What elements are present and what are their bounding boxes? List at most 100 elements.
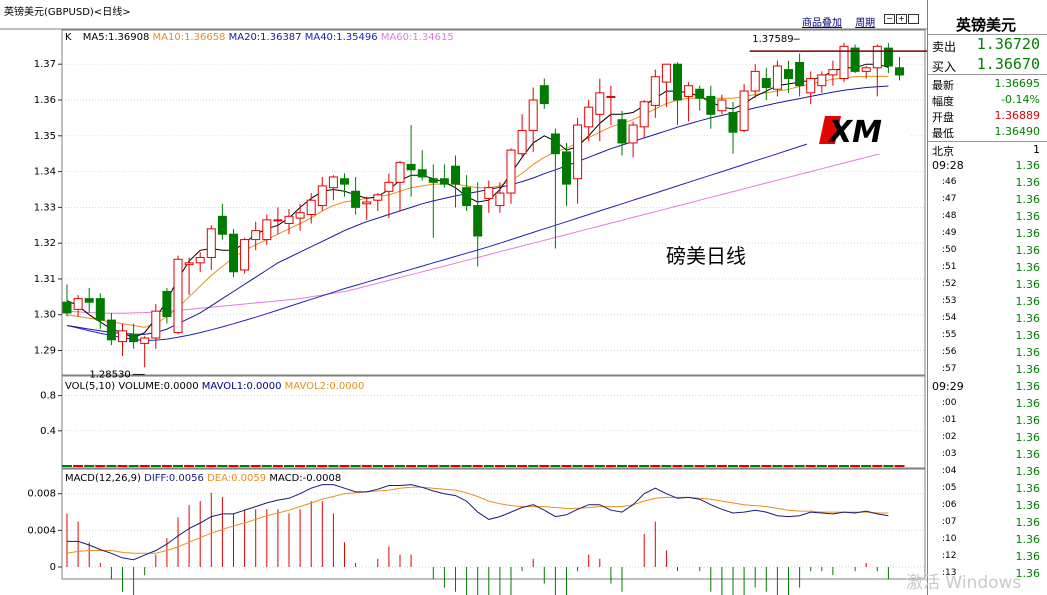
tick-time: :53	[942, 296, 957, 306]
open-label: 开盘	[932, 111, 954, 124]
candle-down	[84, 298, 94, 303]
layout-icon[interactable]	[908, 14, 919, 24]
low-marker-label: 1.28530	[89, 369, 130, 380]
tick-time: :57	[942, 364, 957, 374]
candle-up	[650, 76, 660, 106]
vol-bar	[705, 465, 716, 467]
candle-up	[151, 310, 161, 339]
vol-bar	[506, 465, 516, 467]
candle-down	[784, 69, 793, 80]
candle-up	[584, 106, 594, 128]
vol-bar	[383, 465, 394, 467]
chart-toolbar: 商品叠加 周期	[792, 14, 875, 29]
vol-bar	[716, 465, 727, 467]
windows-watermark: 激活 Windows	[906, 573, 1022, 593]
candle-up	[739, 90, 749, 131]
tick-time: :06	[942, 500, 957, 510]
vol-bar	[472, 465, 483, 467]
vol-bar	[84, 465, 95, 467]
candle-down	[62, 301, 72, 314]
vol-bar	[694, 465, 705, 467]
tick-price: 1.36	[1015, 295, 1041, 308]
vol-bar	[206, 465, 217, 467]
tick-time: :04	[942, 466, 957, 476]
candle-up	[118, 330, 127, 343]
candle-up	[772, 65, 782, 90]
vol-bar	[772, 465, 783, 467]
xm-logo-text: XM	[827, 115, 882, 150]
tick-row: :56 1.36	[930, 345, 1044, 362]
tick-row: 09:28 1.36	[930, 158, 1044, 175]
candle-down	[562, 151, 571, 185]
tick-time: :12	[942, 551, 957, 561]
candle-up	[395, 162, 405, 183]
candle-down	[728, 112, 738, 133]
price-tick-label: 1.33	[34, 202, 56, 213]
vol-bar	[550, 465, 561, 467]
overlay-button[interactable]: 商品叠加	[802, 18, 842, 29]
zoom-in-icon[interactable]: +	[896, 14, 907, 24]
tick-price: 1.36	[1015, 329, 1041, 342]
tick-price: 1.36	[1015, 312, 1041, 325]
tick-price: 1.36	[1015, 176, 1041, 189]
vol-bar	[672, 465, 683, 467]
candle-up	[206, 228, 216, 258]
low-label: 最低	[932, 127, 954, 140]
tick-row: :55 1.36	[930, 328, 1044, 345]
candle-up	[750, 70, 760, 92]
tick-price: 1.36	[1015, 193, 1041, 206]
vol-tick-label: 0.4	[40, 426, 56, 437]
zoom-out-icon[interactable]: −	[884, 14, 895, 24]
legend-macd: MACD:-0.0008	[269, 473, 342, 484]
vol-bar	[295, 465, 306, 467]
vol-bar	[306, 465, 317, 467]
candle-down	[162, 290, 172, 318]
vol-bar	[173, 465, 183, 467]
vol-bar	[428, 465, 439, 467]
candle-up	[506, 149, 516, 194]
vol-bar	[62, 465, 72, 467]
vol-bar	[261, 465, 272, 467]
candle-down	[695, 88, 705, 99]
kline-chart[interactable]: 1.29 1.30 1.31 1.32 1.33 1.34 1.35 1.36 1.37 1.28…	[0, 0, 927, 595]
chart-annotation: 磅美日线	[666, 244, 746, 268]
candle-up	[362, 201, 372, 205]
vol-bar	[561, 465, 572, 467]
candle-up	[306, 199, 316, 216]
candle-down	[617, 119, 627, 144]
legend-ma40: MA40:1.35496	[304, 32, 378, 43]
candle-up	[573, 124, 583, 180]
vol-bar	[372, 465, 383, 467]
period-button[interactable]: 周期	[855, 18, 876, 29]
legend-ma20: MA20:1.36387	[228, 32, 302, 43]
candle-up	[684, 85, 694, 97]
candle-up	[872, 45, 882, 69]
tick-row: :04 1.36	[930, 464, 1044, 481]
vol-bar	[583, 465, 594, 467]
tick-time: :07	[942, 517, 957, 527]
vol-bar	[539, 465, 550, 467]
candle-down	[539, 85, 549, 105]
vol-bar	[572, 465, 583, 467]
vol-bar	[494, 465, 505, 467]
tick-time: :01	[942, 415, 957, 425]
open-row: 开盘 1.36889	[930, 108, 1044, 125]
tick-row: :54 1.36	[930, 311, 1044, 328]
tick-time: :46	[942, 177, 957, 187]
tick-time: :54	[942, 313, 957, 323]
candle-down	[417, 169, 427, 178]
candle-up	[317, 185, 327, 207]
macd-tick-label: 0.004	[27, 525, 56, 536]
vol-legend: VOL(5,10) VOLUME:0.0000 MAVOL1:0.0000 MA…	[65, 381, 364, 392]
macd-tick-label: 0.008	[27, 489, 56, 500]
tick-row: :02 1.36	[930, 430, 1044, 447]
xm-logo: XM	[807, 104, 911, 154]
vol-bar	[728, 465, 738, 467]
candle-up	[517, 129, 527, 155]
vol-bar	[628, 465, 639, 467]
legend-diff: DIFF:0.0056	[144, 473, 204, 484]
vol-bar	[839, 465, 849, 467]
tick-price: 1.36	[1015, 567, 1041, 580]
tick-price: 1.36	[1015, 346, 1041, 359]
candle-up	[295, 212, 305, 219]
